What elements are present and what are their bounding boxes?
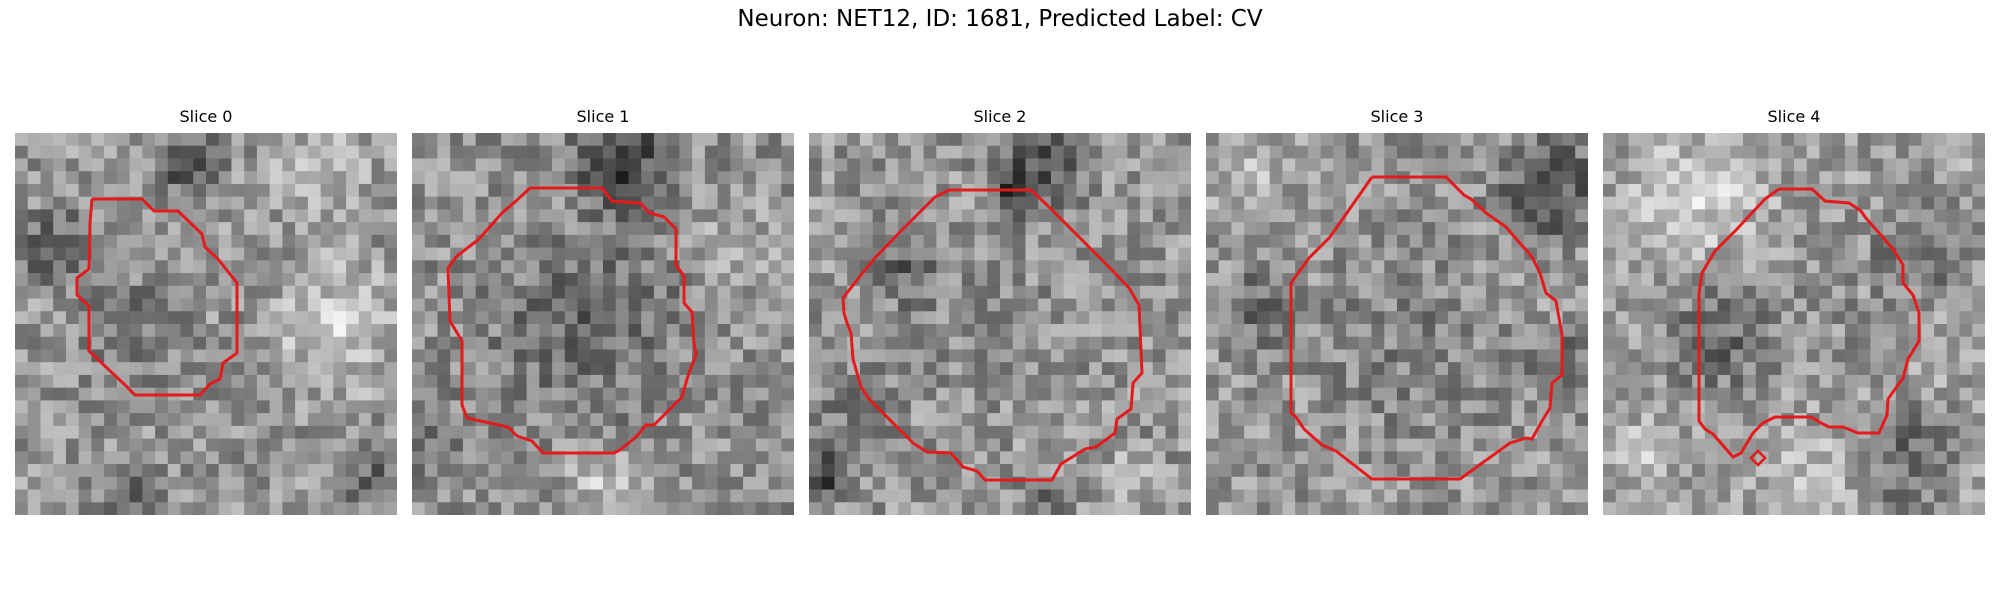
contour-3 [1289, 175, 1564, 481]
grayscale-pixels-4 [1603, 133, 1985, 515]
slice-image-2 [809, 133, 1191, 515]
slice-title-1: Slice 1 [576, 107, 630, 126]
slice-title-3: Slice 3 [1370, 107, 1424, 126]
contour-1 [446, 186, 698, 455]
slice-image-1 [412, 133, 794, 515]
grayscale-pixels-3 [1206, 133, 1588, 515]
contour-0 [75, 197, 239, 397]
grayscale-pixels-2 [809, 133, 1191, 515]
grayscale-pixels-1 [412, 133, 794, 515]
grayscale-pixels-0 [15, 133, 397, 515]
slice-image-0 [15, 133, 397, 515]
slice-image-4 [1603, 133, 1985, 515]
slice-title-0: Slice 0 [179, 107, 233, 126]
slice-title-2: Slice 2 [973, 107, 1027, 126]
slice-image-3 [1206, 133, 1588, 515]
contour-2 [841, 188, 1144, 482]
contour-4 [1697, 187, 1921, 459]
figure-title: Neuron: NET12, ID: 1681, Predicted Label… [737, 6, 1263, 32]
contour-artifact-4 [1749, 449, 1767, 467]
slice-title-4: Slice 4 [1767, 107, 1821, 126]
